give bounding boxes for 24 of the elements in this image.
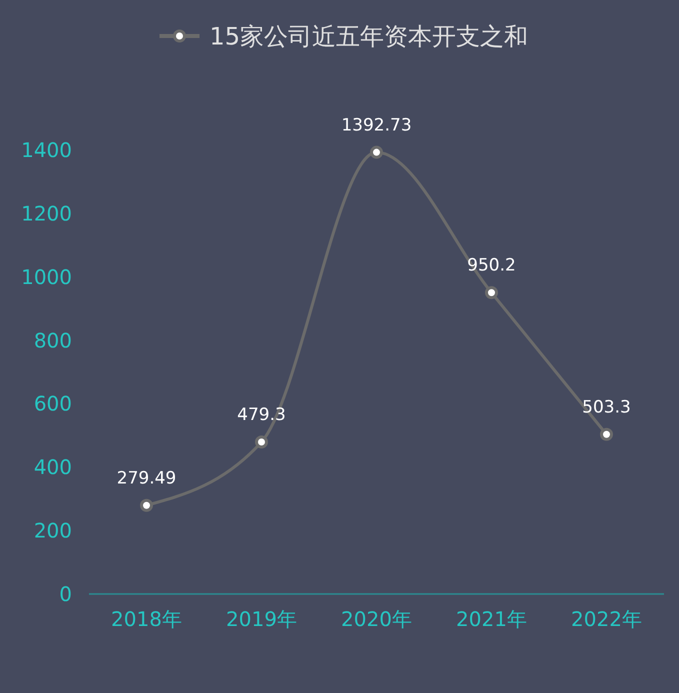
point bbox=[370, 146, 383, 159]
data-label: 950.2 bbox=[467, 256, 516, 276]
y-tick-label: 400 bbox=[34, 455, 72, 480]
x-tick-label: 2021年 bbox=[456, 607, 527, 631]
y-tick-label: 1000 bbox=[21, 264, 72, 289]
x-tick-label: 2020年 bbox=[341, 607, 412, 631]
data-label: 479.3 bbox=[237, 404, 286, 425]
data-label: 279.49 bbox=[116, 468, 176, 488]
data-label: 503.3 bbox=[582, 397, 631, 418]
data-label: 1392.73 bbox=[341, 115, 412, 136]
y-tick-label: 200 bbox=[34, 518, 72, 543]
x-tick-label: 2019年 bbox=[226, 607, 297, 631]
y-tick-label: 800 bbox=[34, 328, 72, 352]
y-tick-label: 0 bbox=[59, 582, 72, 606]
legend-label: 15家公司近五年资本开支之和 bbox=[210, 22, 528, 50]
point bbox=[140, 498, 153, 512]
point bbox=[255, 435, 268, 448]
x-tick-label: 2018年 bbox=[111, 607, 182, 631]
y-tick-label: 1400 bbox=[21, 138, 72, 162]
point bbox=[600, 428, 613, 441]
y-tick-label: 1200 bbox=[21, 201, 72, 226]
y-tick-label: 600 bbox=[34, 392, 72, 416]
point bbox=[485, 286, 498, 300]
x-tick-label: 2022年 bbox=[571, 607, 642, 631]
